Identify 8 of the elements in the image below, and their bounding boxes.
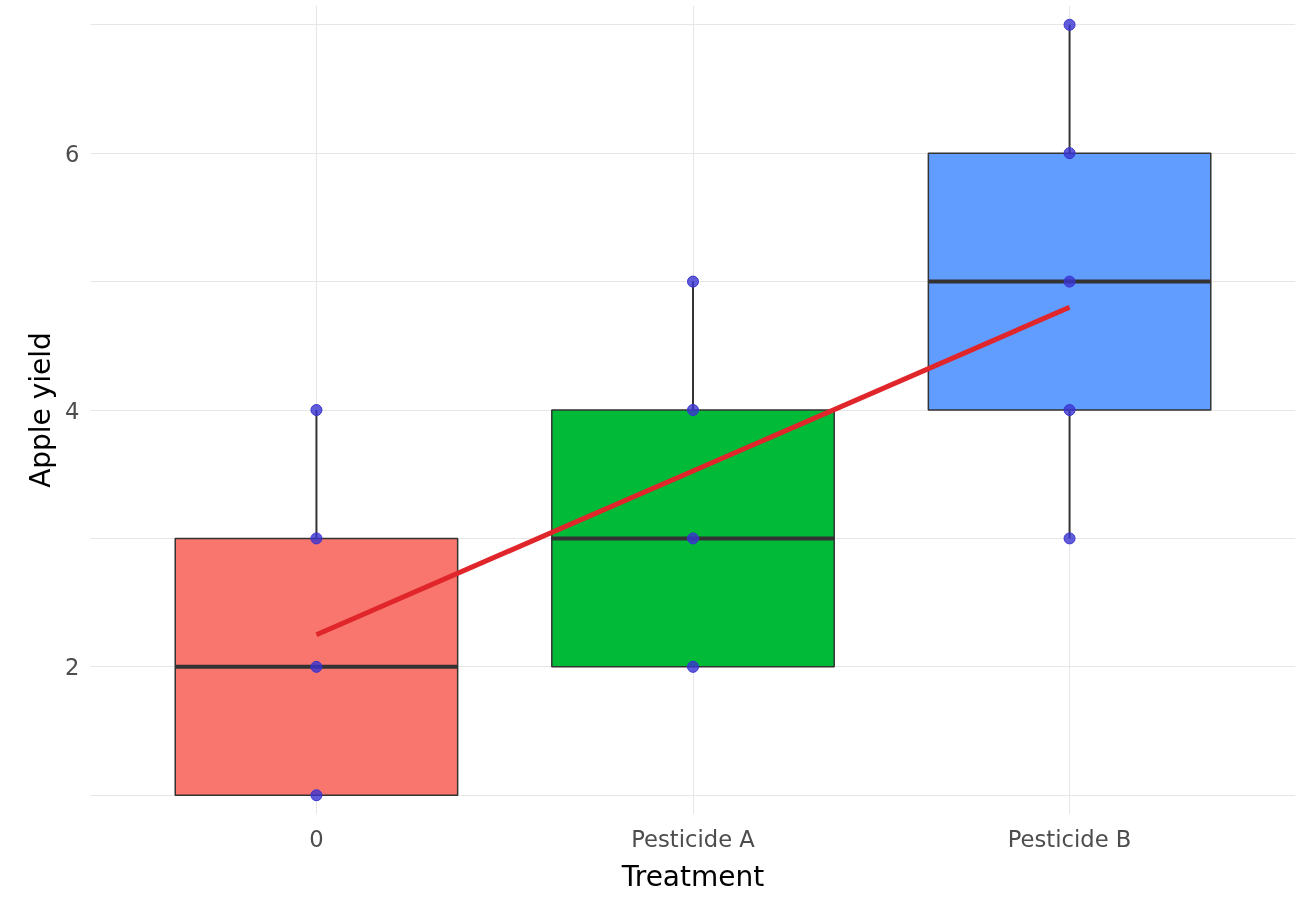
x-tick-label: 0 (309, 825, 324, 852)
y-axis-title: Apple yield (24, 332, 58, 488)
y-tick-label: 2 (65, 654, 80, 681)
y-tick-label: 4 (65, 397, 80, 424)
x-tick-label: Pesticide B (1007, 825, 1132, 852)
y-tick-label: 6 (65, 140, 80, 167)
x-tick-label: Pesticide A (631, 825, 756, 852)
x-axis-title: Treatment (620, 859, 765, 893)
